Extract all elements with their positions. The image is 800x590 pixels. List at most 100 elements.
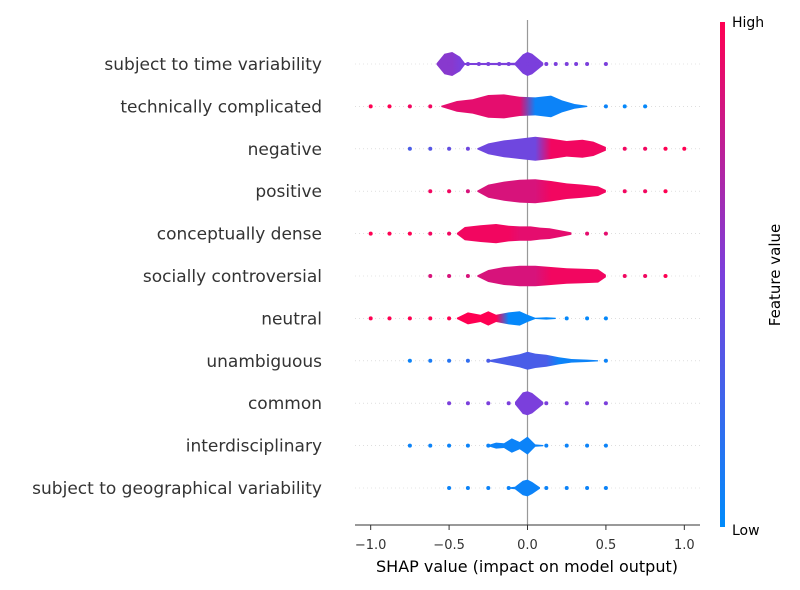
- feature-label: positive: [255, 182, 322, 202]
- violin-shape: [488, 351, 599, 370]
- data-point: [428, 146, 433, 151]
- x-tick-label: 0.5: [596, 538, 617, 553]
- data-point: [663, 274, 668, 278]
- data-point: [428, 443, 433, 448]
- data-point: [574, 62, 579, 66]
- colorbar-low-label: Low: [732, 523, 760, 539]
- data-point: [603, 401, 608, 406]
- data-point: [407, 146, 412, 151]
- data-point: [447, 146, 452, 151]
- data-point: [476, 62, 481, 66]
- feature-label: common: [248, 394, 322, 414]
- data-point: [465, 274, 470, 278]
- data-point: [643, 146, 648, 151]
- data-point: [622, 274, 627, 278]
- data-point: [465, 146, 470, 151]
- violins: [436, 52, 606, 497]
- feature-label: socially controversial: [143, 267, 322, 287]
- data-point: [643, 104, 648, 109]
- data-point: [603, 62, 608, 66]
- data-point: [564, 486, 569, 490]
- data-point: [486, 62, 491, 66]
- data-point: [544, 443, 549, 448]
- data-point: [486, 358, 491, 363]
- data-point: [407, 231, 412, 236]
- points: [368, 62, 687, 490]
- data-point: [447, 443, 452, 448]
- colorbar-title: Feature value: [766, 224, 784, 326]
- violin-shape: [477, 179, 606, 204]
- data-point: [407, 104, 412, 109]
- x-ticks: −1.0 −0.5 0.0 0.5 1.0: [355, 525, 695, 553]
- data-point: [564, 401, 569, 406]
- data-point: [553, 62, 558, 66]
- violin-shape: [488, 436, 544, 455]
- feature-label: interdisciplinary: [186, 437, 322, 457]
- data-point: [682, 146, 687, 151]
- x-tick-label: 0.0: [517, 538, 538, 553]
- data-point: [407, 316, 412, 321]
- data-point: [544, 486, 549, 490]
- data-point: [465, 189, 470, 194]
- feature-label: subject to time variability: [104, 55, 322, 75]
- data-point: [506, 486, 511, 490]
- data-point: [564, 62, 569, 66]
- data-point: [544, 62, 549, 66]
- data-point: [585, 486, 590, 490]
- feature-label: conceptually dense: [157, 225, 322, 245]
- data-point: [506, 62, 511, 66]
- data-point: [447, 62, 452, 66]
- violin-shape: [456, 224, 572, 244]
- violin-shape: [508, 479, 540, 497]
- data-point: [428, 358, 433, 363]
- data-point: [447, 316, 452, 321]
- data-point: [428, 316, 433, 321]
- feature-labels: subject to time variability technically c…: [32, 55, 322, 499]
- violin-shape: [456, 311, 556, 326]
- data-point: [663, 189, 668, 194]
- data-point: [534, 62, 539, 66]
- data-point: [447, 189, 452, 194]
- data-point: [447, 274, 452, 278]
- data-point: [603, 443, 608, 448]
- data-point: [465, 443, 470, 448]
- data-point: [643, 274, 648, 278]
- feature-label: technically complicated: [120, 97, 322, 117]
- data-point: [447, 486, 452, 490]
- violin-shape: [477, 265, 606, 287]
- data-point: [486, 486, 491, 490]
- data-point: [465, 486, 470, 490]
- data-point: [585, 316, 590, 321]
- data-point: [663, 146, 668, 151]
- x-tick-label: −1.0: [355, 538, 387, 553]
- data-point: [506, 401, 511, 406]
- x-tick-label: −0.5: [433, 538, 465, 553]
- data-point: [585, 401, 590, 406]
- data-point: [465, 62, 470, 66]
- data-point: [585, 231, 590, 236]
- data-point: [447, 358, 452, 363]
- data-point: [407, 443, 412, 448]
- data-point: [387, 316, 392, 321]
- data-point: [603, 104, 608, 109]
- data-point: [407, 358, 412, 363]
- data-point: [622, 146, 627, 151]
- x-axis-title: SHAP value (impact on model output): [376, 557, 678, 576]
- data-point: [564, 316, 569, 321]
- data-point: [486, 401, 491, 406]
- violin-shape: [515, 391, 544, 416]
- data-point: [368, 231, 373, 236]
- violin-shape: [477, 136, 606, 161]
- data-point: [465, 401, 470, 406]
- data-point: [622, 104, 627, 109]
- violin-shape: [441, 94, 588, 119]
- data-point: [368, 316, 373, 321]
- data-point: [428, 231, 433, 236]
- data-point: [447, 231, 452, 236]
- colorbar-high-label: High: [732, 15, 764, 31]
- data-point: [368, 104, 373, 109]
- data-point: [486, 443, 491, 448]
- data-point: [585, 62, 590, 66]
- feature-label: subject to geographical variability: [32, 479, 322, 499]
